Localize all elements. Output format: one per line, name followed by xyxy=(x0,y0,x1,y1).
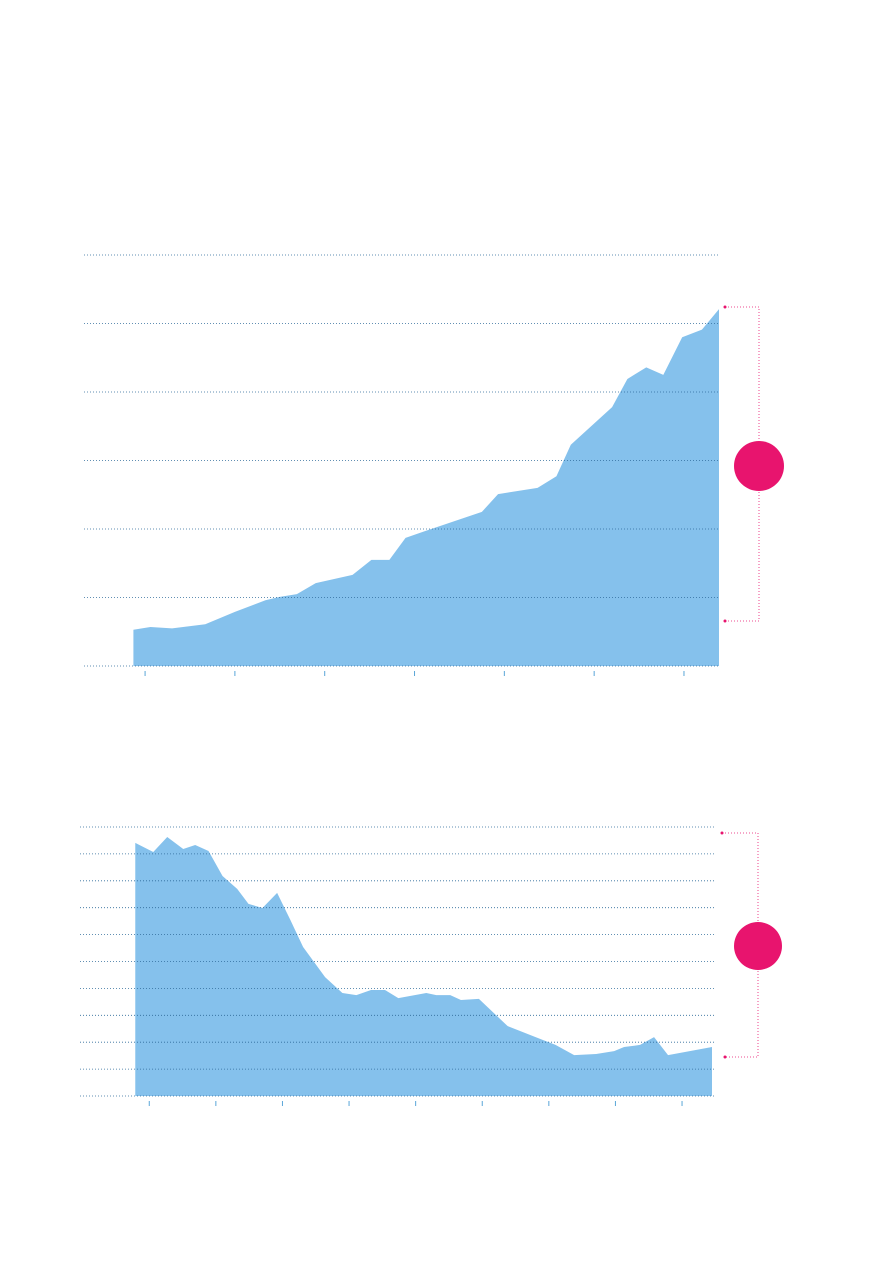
area xyxy=(135,836,713,1096)
chart xyxy=(80,826,714,1106)
chart xyxy=(84,254,719,676)
bracket xyxy=(720,831,782,1059)
area xyxy=(133,309,719,666)
bracket xyxy=(723,305,784,623)
